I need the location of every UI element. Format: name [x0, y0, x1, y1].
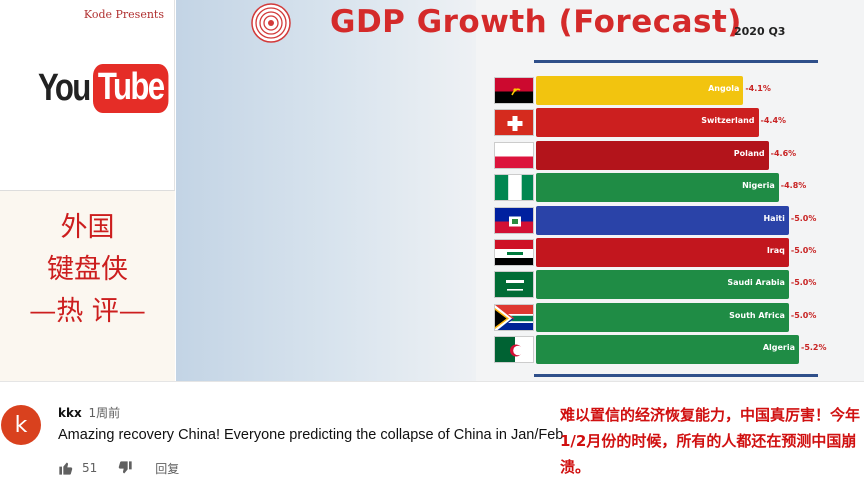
- youtube-logo-you: You: [38, 66, 91, 109]
- reply-button[interactable]: 回复: [155, 461, 180, 476]
- poland-flag-icon: [494, 141, 534, 169]
- avatar[interactable]: k: [1, 405, 41, 445]
- comment-header: kkx 1周前: [58, 404, 120, 421]
- bar-label-iraq: Iraq: [766, 246, 785, 255]
- value-label-haiti: -5.0%: [790, 213, 817, 223]
- bar-poland: Poland: [536, 140, 769, 170]
- chart-period: 2020 Q3: [734, 25, 786, 38]
- bar-label-haiti: Haiti: [763, 213, 785, 223]
- bar-label-algeria: Algeria: [762, 343, 795, 353]
- channel-panel: Kode Presents You Tube: [0, 0, 175, 190]
- comment-username[interactable]: kkx: [58, 406, 82, 420]
- comment-section: k kkx 1周前 Amazing recovery China! Everyo…: [0, 381, 864, 486]
- saudi-arabia-flag-icon: [494, 271, 534, 299]
- nigeria-flag-icon: [494, 174, 534, 202]
- bar-angola: Angola: [536, 76, 744, 105]
- bar-switzerland: Switzerland: [536, 108, 759, 138]
- channel-name: Kode Presents: [83, 8, 164, 21]
- comment-text: Amazing recovery China! Everyone predict…: [58, 427, 564, 443]
- bar-haiti: Haiti: [536, 205, 789, 235]
- youtube-logo-tube: Tube: [92, 63, 169, 113]
- axis-line-top: [534, 60, 818, 63]
- value-label-algeria: -5.2%: [801, 343, 827, 353]
- comment-actions: 51 回复: [58, 459, 179, 477]
- like-count: 51: [82, 461, 98, 475]
- bar-south-africa: South Africa: [536, 302, 789, 332]
- chart-background-shade: [176, 0, 476, 381]
- headline-line-3: —热 评—: [29, 296, 146, 327]
- value-label-poland: -4.6%: [770, 148, 797, 158]
- bar-label-nigeria: Nigeria: [742, 181, 775, 191]
- youtube-logo: You Tube: [38, 58, 185, 118]
- bar-nigeria: Nigeria: [536, 173, 779, 203]
- thumbs-down-icon[interactable]: [117, 460, 133, 476]
- bar-label-angola: Angola: [708, 84, 740, 93]
- chart-title: GDP Growth (Forecast): [330, 4, 742, 40]
- gdp-chart: GDP Growth (Forecast) 2020 Q3 Angola -4.1…: [176, 0, 864, 381]
- bar-iraq: Iraq: [536, 238, 789, 267]
- value-label-south-africa: -5.0%: [790, 310, 817, 320]
- bar-algeria: Algeria: [536, 335, 799, 365]
- headline-panel: 外国 键盘侠 —热 评—: [0, 190, 175, 381]
- value-label-switzerland: -4.4%: [760, 116, 787, 126]
- concentric-circles-emblem-icon: [251, 3, 291, 43]
- value-label-angola: -4.1%: [745, 84, 771, 93]
- south-africa-flag-icon: [494, 303, 534, 331]
- iraq-flag-icon: [494, 239, 534, 266]
- headline-line-2: 键盘侠: [47, 254, 128, 285]
- bar-saudi-arabia: Saudi Arabia: [536, 270, 789, 300]
- comment-time[interactable]: 1周前: [88, 406, 121, 420]
- angola-flag-icon: [494, 77, 534, 104]
- bar-label-poland: Poland: [733, 148, 765, 158]
- bar-label-switzerland: Switzerland: [701, 116, 755, 126]
- haiti-flag-icon: [494, 206, 534, 234]
- bar-label-south-africa: South Africa: [729, 310, 785, 320]
- axis-line-bottom: [534, 374, 818, 377]
- headline-line-1: 外国: [60, 212, 115, 243]
- value-label-nigeria: -4.8%: [780, 181, 807, 191]
- switzerland-flag-icon: [494, 109, 534, 137]
- thumbs-up-icon[interactable]: [58, 460, 74, 476]
- bar-label-saudi-arabia: Saudi Arabia: [727, 278, 785, 288]
- comment-translation: 难以置信的经济恢复能力，中国真厉害！今年1/2月份的时候，所有的人都还在预测中国…: [560, 406, 861, 476]
- value-label-iraq: -5.0%: [790, 246, 817, 255]
- value-label-saudi-arabia: -5.0%: [790, 278, 817, 288]
- algeria-flag-icon: [494, 336, 534, 364]
